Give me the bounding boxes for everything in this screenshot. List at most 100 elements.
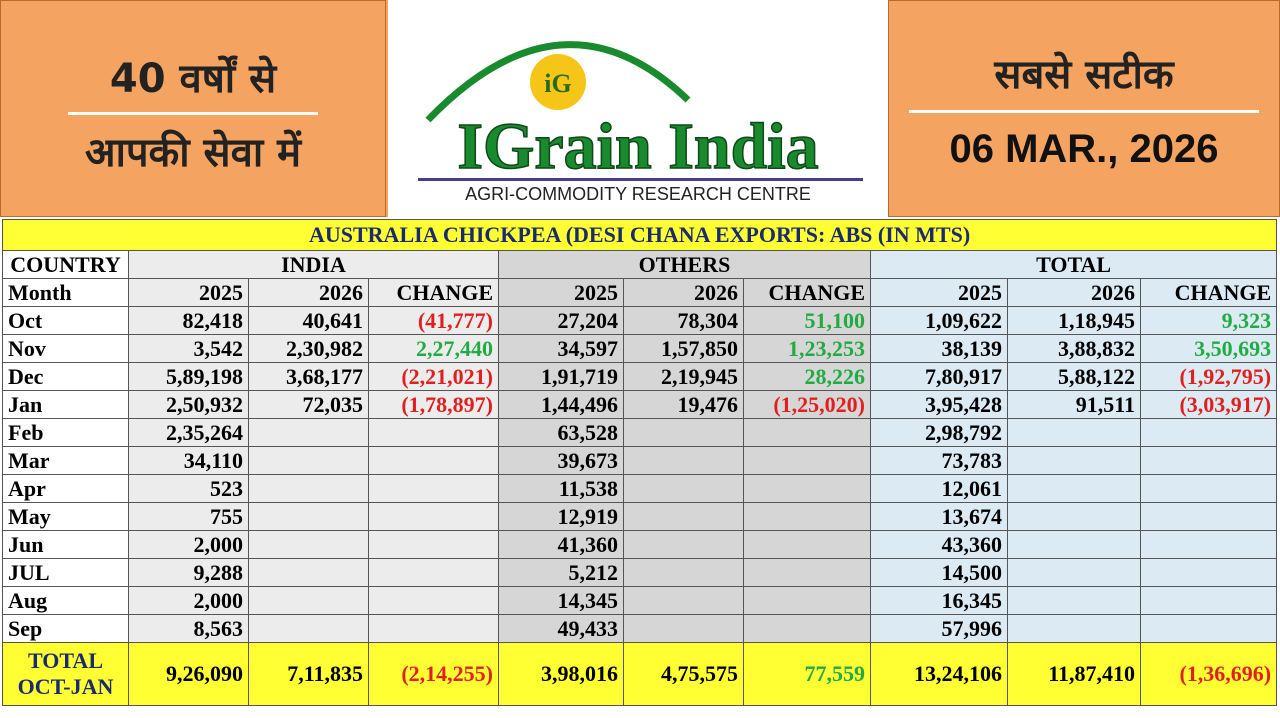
value-cell: [623, 446, 744, 475]
value-cell: 1,23,253: [743, 334, 871, 363]
value-cell: (1,25,020): [743, 390, 871, 419]
value-cell: [1139, 530, 1278, 559]
value-cell: 1,18,945: [1007, 306, 1141, 335]
logo-title: IGrain India: [457, 110, 818, 183]
value-cell: [743, 418, 871, 447]
group-header: INDIA: [128, 250, 499, 279]
value-cell: 40,641: [248, 306, 369, 335]
month-cell: Sep: [2, 614, 129, 643]
value-cell: [1139, 446, 1278, 475]
value-cell: [1139, 502, 1278, 531]
value-cell: 11,538: [498, 474, 624, 503]
data-row: Apr 523 11,538 12,061: [2, 474, 1278, 503]
value-cell: 7,80,917: [870, 362, 1008, 391]
tagline-line: आपकी सेवा में: [84, 130, 302, 176]
value-cell: [248, 474, 369, 503]
divider: [68, 112, 318, 115]
value-cell: [248, 502, 369, 531]
value-cell: [743, 474, 871, 503]
value-cell: 2,27,440: [368, 334, 499, 363]
total-cell: 11,87,410: [1007, 642, 1141, 706]
value-cell: 49,433: [498, 614, 624, 643]
value-cell: 2,000: [128, 530, 249, 559]
value-cell: 12,919: [498, 502, 624, 531]
value-cell: [1007, 586, 1141, 615]
column-header: CHANGE: [1139, 278, 1278, 307]
value-cell: [743, 502, 871, 531]
value-cell: 27,204: [498, 306, 624, 335]
value-cell: 1,44,496: [498, 390, 624, 419]
total-cell: 77,559: [743, 642, 871, 706]
column-row: Month 2025 2026 CHANGE 2025 2026 CHANGE 2025 202…: [2, 278, 1278, 307]
column-header: CHANGE: [743, 278, 871, 307]
data-row: Sep 8,563 49,433 57,996: [2, 614, 1278, 643]
value-cell: (2,21,021): [368, 362, 499, 391]
logo-rule: [418, 178, 863, 181]
value-cell: [743, 586, 871, 615]
group-header: OTHERS: [498, 250, 871, 279]
value-cell: [368, 446, 499, 475]
month-cell: Jun: [2, 530, 129, 559]
value-cell: [623, 558, 744, 587]
value-cell: 2,50,932: [128, 390, 249, 419]
value-cell: 3,50,693: [1139, 334, 1278, 363]
value-cell: [743, 446, 871, 475]
value-cell: [1007, 614, 1141, 643]
column-header: Month: [2, 278, 129, 307]
value-cell: [1139, 586, 1278, 615]
value-cell: [1139, 614, 1278, 643]
column-header: 2026: [248, 278, 369, 307]
value-cell: 82,418: [128, 306, 249, 335]
data-row: Nov 3,542 2,30,982 2,27,440 34,597 1,57,850 1,…: [2, 334, 1278, 363]
header: 40 वर्षों से आपकी सेवा में iG IGrain Ind…: [0, 0, 1280, 217]
value-cell: [368, 586, 499, 615]
tagline: सबसे सटीक: [994, 52, 1174, 98]
value-cell: 5,212: [498, 558, 624, 587]
month-cell: Oct: [2, 306, 129, 335]
column-header: 2025: [128, 278, 249, 307]
data-row: Dec 5,89,198 3,68,177 (2,21,021) 1,91,719 2,1…: [2, 362, 1278, 391]
value-cell: 12,061: [870, 474, 1008, 503]
value-cell: [1007, 474, 1141, 503]
value-cell: 3,95,428: [870, 390, 1008, 419]
value-cell: [623, 614, 744, 643]
value-cell: [248, 530, 369, 559]
export-table: AUSTRALIA CHICKPEA (DESI CHANA EXPORTS: …: [1, 219, 1278, 706]
value-cell: 9,288: [128, 558, 249, 587]
total-cell: 4,75,575: [623, 642, 744, 706]
value-cell: [1139, 558, 1278, 587]
value-cell: [623, 502, 744, 531]
value-cell: [248, 586, 369, 615]
value-cell: 34,597: [498, 334, 624, 363]
value-cell: 3,68,177: [248, 362, 369, 391]
right-panel: सबसे सटीक 06 MAR., 2026: [888, 0, 1280, 217]
value-cell: 39,673: [498, 446, 624, 475]
logo: iG IGrain India AGRI-COMMODITY RESEARCH …: [388, 0, 888, 217]
value-cell: [368, 418, 499, 447]
value-cell: 91,511: [1007, 390, 1141, 419]
value-cell: [368, 474, 499, 503]
total-cell: 3,98,016: [498, 642, 624, 706]
value-cell: [743, 614, 871, 643]
total-cell: 9,26,090: [128, 642, 249, 706]
month-cell: JUL: [2, 558, 129, 587]
month-cell: Mar: [2, 446, 129, 475]
value-cell: 72,035: [248, 390, 369, 419]
column-header: 2025: [870, 278, 1008, 307]
value-cell: 5,88,122: [1007, 362, 1141, 391]
value-cell: (1,92,795): [1139, 362, 1278, 391]
title-row: AUSTRALIA CHICKPEA (DESI CHANA EXPORTS: …: [1, 219, 1278, 251]
value-cell: [248, 446, 369, 475]
total-label: TOTAL OCT-JAN: [2, 642, 129, 706]
value-cell: [1007, 502, 1141, 531]
value-cell: [368, 502, 499, 531]
data-row: Aug 2,000 14,345 16,345: [2, 586, 1278, 615]
value-cell: [368, 558, 499, 587]
total-cell: (1,36,696): [1139, 642, 1278, 706]
month-cell: Feb: [2, 418, 129, 447]
value-cell: 41,360: [498, 530, 624, 559]
tagline-line: 40 वर्षों से: [109, 56, 277, 102]
value-cell: 14,500: [870, 558, 1008, 587]
value-cell: 19,476: [623, 390, 744, 419]
